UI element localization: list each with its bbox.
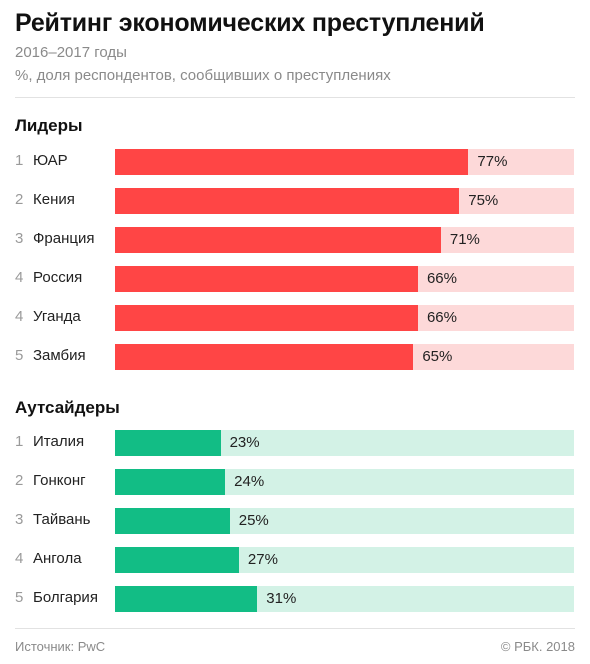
bar	[115, 188, 460, 214]
value-label: 75%	[468, 192, 499, 209]
bar-track: 23%	[115, 430, 574, 456]
category-label: ЮАР	[33, 152, 68, 169]
value-label: 27%	[247, 551, 278, 568]
bar	[115, 547, 239, 573]
category-label: Ангола	[33, 550, 82, 567]
rank-label: 3	[15, 230, 24, 247]
rank-label: 2	[15, 191, 24, 208]
subtitle-units: %, доля респондентов, сообщивших о прест…	[15, 67, 391, 84]
bar-track: 27%	[115, 547, 574, 573]
category-label: Болгария	[33, 589, 98, 606]
value-label: 24%	[234, 473, 265, 490]
bar-row: 3 Франция 71%	[0, 227, 590, 253]
bar-row: 3 Тайвань 25%	[0, 508, 590, 534]
rank-label: 1	[15, 152, 24, 169]
value-label: 23%	[229, 434, 260, 451]
bar-track: 75%	[115, 188, 574, 214]
bar	[115, 430, 221, 456]
page-title: Рейтинг экономических преступлений	[15, 9, 485, 37]
bar-row: 1 ЮАР 77%	[0, 149, 590, 175]
bar-row: 4 Уганда 66%	[0, 305, 590, 331]
bar	[115, 266, 418, 292]
rank-label: 2	[15, 472, 24, 489]
bar	[115, 305, 418, 331]
category-label: Италия	[33, 433, 85, 450]
copyright-note: © РБК. 2018	[500, 639, 575, 654]
bar-track: 65%	[115, 344, 574, 370]
category-label: Уганда	[33, 308, 81, 325]
category-label: Россия	[33, 269, 83, 286]
bar	[115, 586, 258, 612]
bar-row: 1 Италия 23%	[0, 430, 590, 456]
bar-track: 71%	[115, 227, 574, 253]
footer-divider	[15, 628, 575, 629]
rank-label: 3	[15, 511, 24, 528]
bar-row: 5 Замбия 65%	[0, 344, 590, 370]
value-label: 66%	[426, 270, 457, 287]
value-label: 25%	[238, 512, 269, 529]
subtitle-years: 2016–2017 годы	[15, 44, 127, 61]
bar-row: 5 Болгария 31%	[0, 586, 590, 612]
header-divider	[15, 97, 575, 98]
bar	[115, 149, 469, 175]
category-label: Замбия	[33, 347, 86, 364]
rank-label: 4	[15, 308, 24, 325]
bar-row: 2 Гонконг 24%	[0, 469, 590, 495]
source-note: Источник: PwC	[15, 639, 106, 654]
rank-label: 4	[15, 550, 24, 567]
bar	[115, 344, 414, 370]
bar-row: 2 Кения 75%	[0, 188, 590, 214]
section-title-outsiders: Аутсайдеры	[15, 398, 120, 417]
bar-track: 77%	[115, 149, 574, 175]
bar-track: 24%	[115, 469, 574, 495]
bar-track: 31%	[115, 586, 574, 612]
rank-label: 5	[15, 347, 24, 364]
bar-row: 4 Россия 66%	[0, 266, 590, 292]
bar-track: 66%	[115, 305, 574, 331]
value-label: 77%	[477, 153, 508, 170]
category-label: Гонконг	[33, 472, 86, 489]
bar	[115, 508, 230, 534]
bar-track: 66%	[115, 266, 574, 292]
category-label: Франция	[33, 230, 95, 247]
rank-label: 4	[15, 269, 24, 286]
rank-label: 5	[15, 589, 24, 606]
bar-track: 25%	[115, 508, 574, 534]
value-label: 31%	[266, 590, 297, 607]
bar	[115, 469, 226, 495]
category-label: Тайвань	[33, 511, 91, 528]
bar-row: 4 Ангола 27%	[0, 547, 590, 573]
category-label: Кения	[33, 191, 75, 208]
value-label: 65%	[422, 348, 453, 365]
section-title-leaders: Лидеры	[15, 116, 83, 135]
value-label: 66%	[426, 309, 457, 326]
rank-label: 1	[15, 433, 24, 450]
value-label: 71%	[449, 231, 480, 248]
bar	[115, 227, 441, 253]
